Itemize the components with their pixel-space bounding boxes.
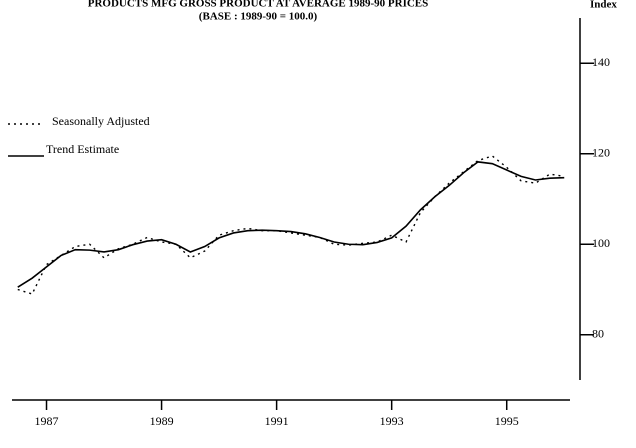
legend-label: Trend Estimate <box>46 142 119 156</box>
y-tick-label: 100 <box>592 236 610 250</box>
x-tick-label: 1989 <box>150 414 174 428</box>
x-tick-label: 1991 <box>265 414 289 428</box>
y-tick-label: 80 <box>592 327 604 341</box>
y-tick-label: 120 <box>592 146 610 160</box>
series-line <box>17 155 565 295</box>
y-axis-label: Index <box>590 0 617 11</box>
legend-label: Seasonally Adjusted <box>52 114 150 128</box>
x-tick-label: 1995 <box>495 414 519 428</box>
x-tick-label: 1993 <box>380 414 404 428</box>
series-line <box>17 161 565 288</box>
y-tick-label: 140 <box>592 55 610 69</box>
chart-title: PRODUCTS MFG GROSS PRODUCT AT AVERAGE 19… <box>88 0 429 10</box>
x-tick-label: 1987 <box>35 414 59 428</box>
chart-subtitle: (BASE : 1989-90 = 100.0) <box>199 11 318 23</box>
